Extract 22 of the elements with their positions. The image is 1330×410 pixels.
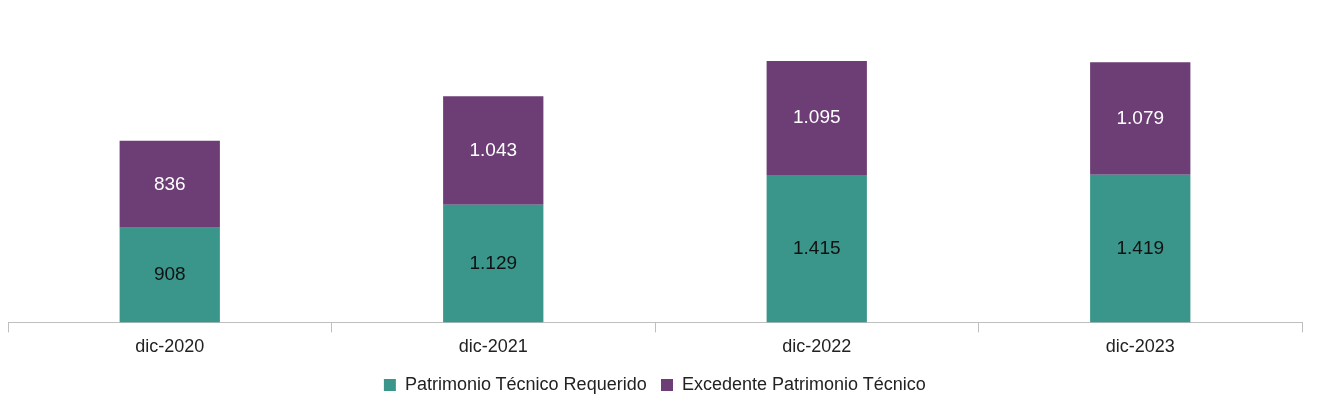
data-label: 908 xyxy=(153,263,186,285)
x-tick-label: dic-2023 xyxy=(1105,336,1175,357)
data-label: 1.043 xyxy=(469,138,518,160)
x-tick-label: dic-2022 xyxy=(782,336,852,357)
data-label: 1.095 xyxy=(792,106,841,128)
x-tick-label: dic-2021 xyxy=(458,336,528,357)
bar xyxy=(1090,174,1191,323)
legend-label: Patrimonio Técnico Requerido xyxy=(404,373,647,394)
data-label: 1.415 xyxy=(792,236,841,258)
bar xyxy=(1090,62,1191,175)
data-label: 836 xyxy=(153,172,186,194)
bar xyxy=(766,175,867,323)
data-label: 1.079 xyxy=(1116,106,1165,128)
legend-label: Excedente Patrimonio Técnico xyxy=(682,373,926,394)
bar xyxy=(119,140,220,228)
bar xyxy=(443,204,544,323)
bar xyxy=(119,227,220,323)
bar xyxy=(443,96,544,205)
x-tick-label: dic-2020 xyxy=(135,336,205,357)
data-label: 1.129 xyxy=(469,251,518,273)
bar xyxy=(766,61,867,176)
data-label: 1.419 xyxy=(1116,236,1165,258)
